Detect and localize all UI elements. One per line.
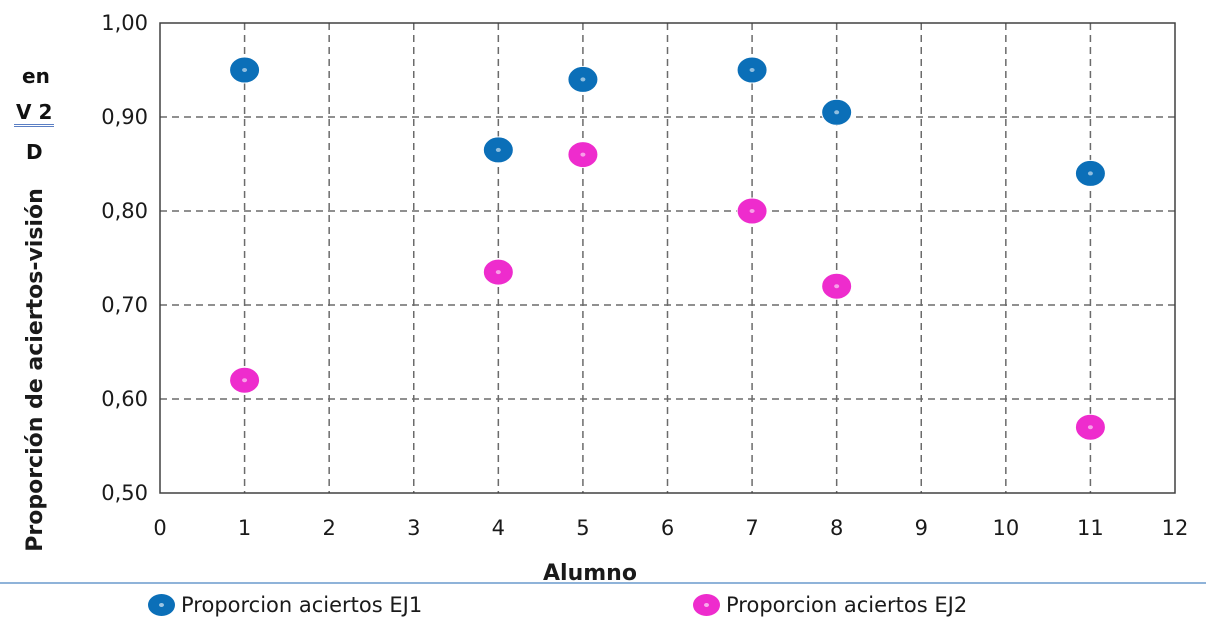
legend-marker-ej1 [148, 594, 175, 616]
data-point-ej2 [229, 366, 261, 394]
y-tick-label: 0,80 [101, 199, 148, 223]
x-tick-label: 2 [322, 516, 335, 540]
data-point-ej1 [821, 98, 853, 126]
side-note-line-3: D [26, 140, 43, 164]
y-axis-title: Proporción de aciertos-visión [23, 188, 48, 552]
x-tick-label: 10 [992, 516, 1019, 540]
data-points [229, 56, 1106, 441]
data-point-ej1 [482, 136, 514, 164]
x-tick-label: 8 [830, 516, 843, 540]
x-tick-label: 0 [153, 516, 166, 540]
y-tick-label: 0,60 [101, 387, 148, 411]
data-point-ej1 [1074, 159, 1106, 187]
plot-area-frame [159, 22, 1176, 494]
side-note-line-2: V 2 [14, 100, 55, 127]
data-point-ej2 [1074, 413, 1106, 441]
y-tick-label: 0,50 [101, 481, 148, 505]
legend-marker-ej2 [693, 594, 720, 616]
x-tick-label: 4 [492, 516, 505, 540]
x-tick-label: 11 [1077, 516, 1104, 540]
data-point-ej1 [229, 56, 261, 84]
data-point-ej2 [736, 197, 768, 225]
y-axis-ticks: 0,50 0,60 0,70 0,80 0,90 1,00 [101, 11, 148, 505]
gridlines [160, 23, 1175, 493]
y-tick-label: 0,70 [101, 293, 148, 317]
data-point-ej2 [482, 258, 514, 286]
x-tick-label: 9 [915, 516, 928, 540]
legend-item-ej2: Proporcion aciertos EJ2 [693, 591, 967, 619]
x-axis-title: Alumno [543, 561, 637, 585]
x-tick-label: 12 [1162, 516, 1189, 540]
legend-label-ej2: Proporcion aciertos EJ2 [726, 593, 968, 617]
data-point-ej2 [567, 141, 599, 169]
x-tick-label: 7 [745, 516, 758, 540]
data-point-ej1 [567, 65, 599, 93]
data-point-ej2 [821, 272, 853, 300]
x-tick-label: 5 [576, 516, 589, 540]
legend-label-ej1: Proporcion aciertos EJ1 [181, 593, 423, 617]
x-tick-label: 6 [661, 516, 674, 540]
data-point-ej1 [736, 56, 768, 84]
legend-item-ej1: Proporcion aciertos EJ1 [148, 591, 422, 619]
x-axis-ticks: 0 1 2 3 4 5 6 7 8 9 10 11 12 [153, 516, 1188, 540]
legend-divider [0, 582, 1206, 584]
x-tick-label: 1 [238, 516, 251, 540]
y-tick-label: 0,90 [101, 105, 148, 129]
scatter-chart: 0,500,600,700,800,901,00 0 1 2 3 4 5 6 7 8 9 10 11 1… [23, 11, 1188, 585]
x-tick-label: 3 [407, 516, 420, 540]
side-note-line-1: en [22, 64, 50, 88]
y-tick-label: 1,00 [101, 11, 148, 35]
